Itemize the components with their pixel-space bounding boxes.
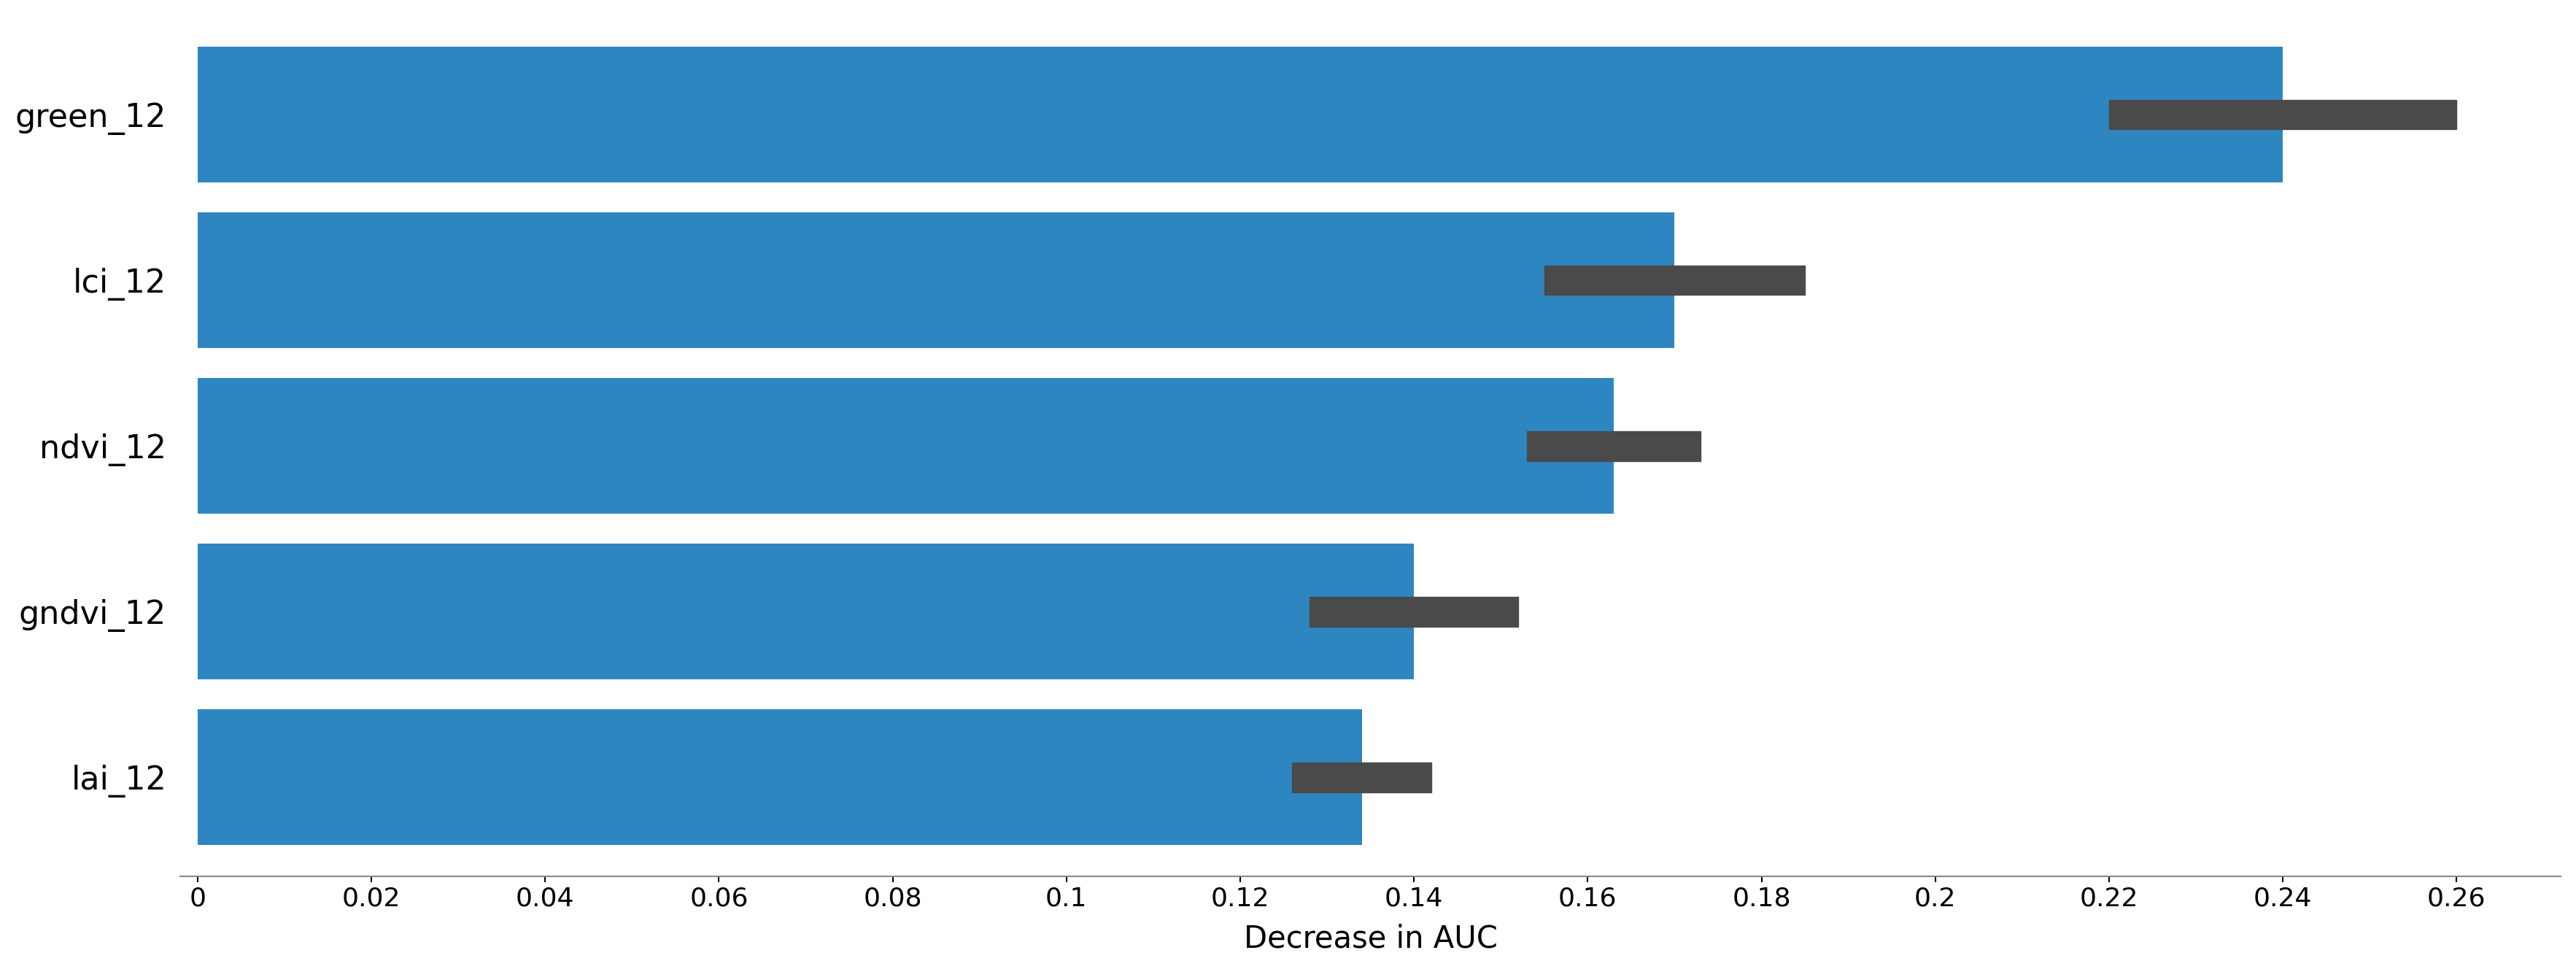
Bar	[198, 47, 2282, 182]
Bar	[2110, 100, 2458, 130]
Bar	[1543, 266, 1806, 296]
Bar	[1309, 597, 1517, 626]
Bar	[198, 544, 1414, 679]
Bar	[198, 709, 1363, 845]
Bar	[198, 212, 1674, 348]
Bar	[1293, 763, 1432, 792]
Bar	[1528, 431, 1700, 461]
X-axis label: Decrease in AUC: Decrease in AUC	[1244, 923, 1497, 953]
Bar	[198, 378, 1613, 514]
